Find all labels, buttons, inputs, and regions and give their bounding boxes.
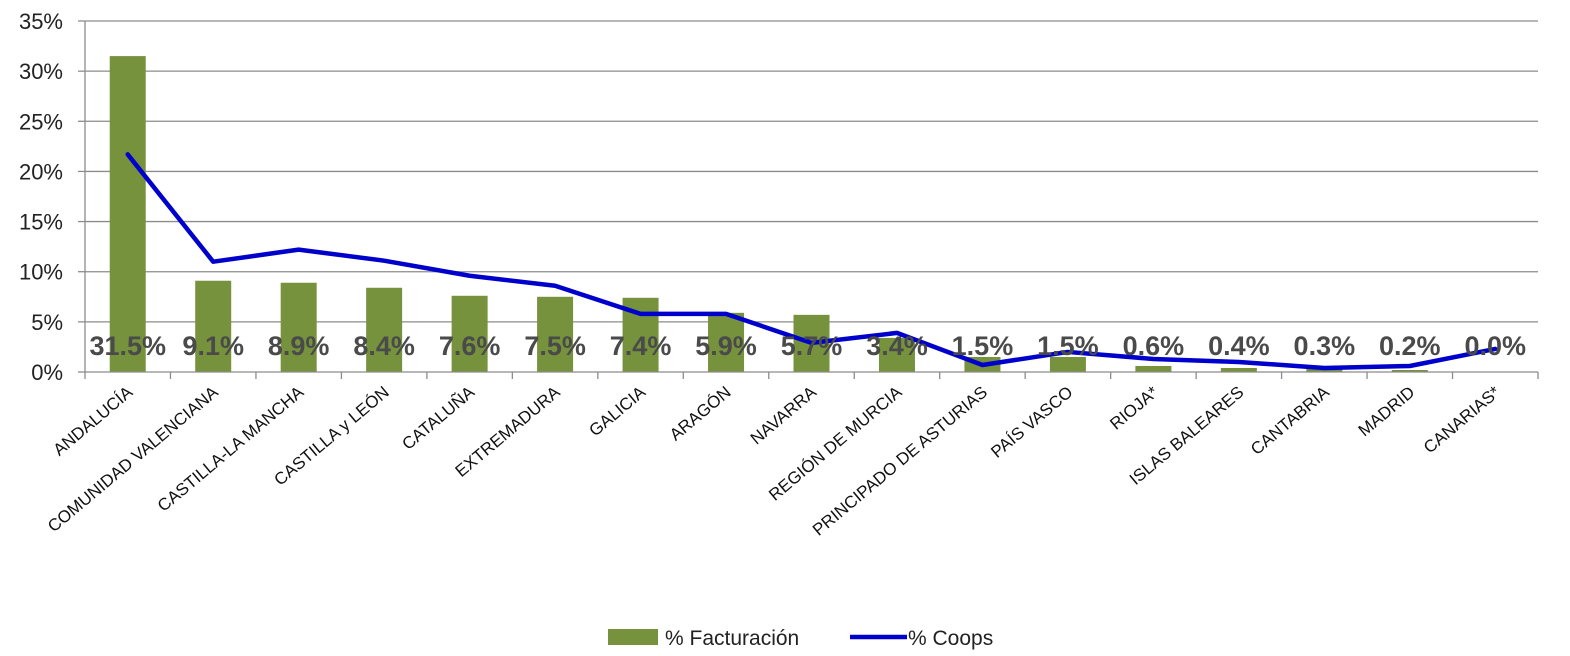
bar bbox=[1135, 365, 1172, 372]
bar-data-label: 0.0% bbox=[1464, 331, 1526, 361]
bar-data-label: 0.3% bbox=[1294, 331, 1356, 361]
legend-swatch-facturacion bbox=[608, 629, 658, 645]
x-category-label: PAÍS VASCO bbox=[987, 383, 1076, 462]
x-category-label: ANDALUCÍA bbox=[50, 382, 137, 460]
x-category-label: MADRID bbox=[1355, 383, 1419, 441]
bar bbox=[1391, 369, 1428, 372]
bar bbox=[451, 295, 488, 372]
bar-series bbox=[109, 56, 1428, 372]
y-tick-label: 0% bbox=[31, 360, 63, 385]
bar-data-label: 5.7% bbox=[781, 331, 843, 361]
bar-data-label: 31.5% bbox=[89, 331, 166, 361]
bar-data-label: 8.4% bbox=[353, 331, 415, 361]
x-category-label: RIOJA* bbox=[1106, 382, 1162, 433]
bar bbox=[195, 280, 232, 372]
bar bbox=[1306, 368, 1343, 372]
x-category-label: PRINCIPADO DE ASTURIAS bbox=[809, 383, 991, 540]
legend-label-coops: % Coops bbox=[908, 627, 993, 650]
bar-data-label: 8.9% bbox=[268, 331, 330, 361]
x-category-label: COMUNIDAD VALENCIANA bbox=[44, 382, 222, 536]
y-tick-label: 35% bbox=[19, 9, 63, 34]
bar-data-label: 9.1% bbox=[182, 331, 244, 361]
y-tick-label: 10% bbox=[19, 260, 63, 285]
gridlines bbox=[85, 20, 1538, 323]
legend: % Facturación % Coops bbox=[608, 627, 993, 650]
bar-data-label: 0.4% bbox=[1208, 331, 1270, 361]
x-category-label: CANTABRIA bbox=[1247, 382, 1333, 459]
y-tick-label: 30% bbox=[19, 59, 63, 84]
bar bbox=[109, 56, 146, 372]
axes: 0% 5% 10% 15% 20% 25% 30% 35% ANDALUCÍACOMUNIDAD… bbox=[19, 9, 1539, 540]
x-category-label: CATALUÑA bbox=[398, 382, 478, 454]
bar bbox=[366, 287, 403, 372]
bar bbox=[708, 312, 745, 372]
x-category-label: CANARIAS* bbox=[1420, 382, 1504, 457]
bar-data-label: 0.2% bbox=[1379, 331, 1441, 361]
x-category-label: NAVARRA bbox=[747, 382, 821, 448]
bar-data-label: 5.9% bbox=[695, 331, 757, 361]
x-category-label: GALICIA bbox=[586, 382, 650, 440]
x-category-label: ARAGÓN bbox=[666, 383, 735, 445]
bar-data-label: 7.4% bbox=[610, 331, 672, 361]
coops-line bbox=[125, 152, 1498, 371]
bar bbox=[1049, 356, 1086, 372]
line-series bbox=[125, 152, 1498, 371]
data-labels: 31.5% 9.1% 8.9% 8.4% 7.6% 7.5% 7.4% 5.9% 5.7% 3.4… bbox=[89, 331, 1526, 361]
bar-data-label: 7.6% bbox=[439, 331, 501, 361]
bar-data-label: 0.6% bbox=[1123, 331, 1185, 361]
y-tick-label: 5% bbox=[31, 310, 63, 335]
bar bbox=[280, 282, 317, 372]
bar-data-label: 1.5% bbox=[952, 331, 1014, 361]
y-tick-label: 15% bbox=[19, 210, 63, 235]
bar bbox=[537, 296, 574, 372]
x-category-label: CASTILLA-LA MANCHA bbox=[154, 382, 308, 515]
y-tick-label: 20% bbox=[19, 159, 63, 184]
bar bbox=[1220, 367, 1257, 372]
bar-data-label: 7.5% bbox=[524, 331, 586, 361]
legend-label-facturacion: % Facturación bbox=[665, 627, 799, 650]
y-tick-label: 25% bbox=[19, 109, 63, 134]
bar-data-label: 1.5% bbox=[1037, 331, 1099, 361]
bar bbox=[878, 337, 915, 372]
bar-data-label: 3.4% bbox=[866, 331, 928, 361]
